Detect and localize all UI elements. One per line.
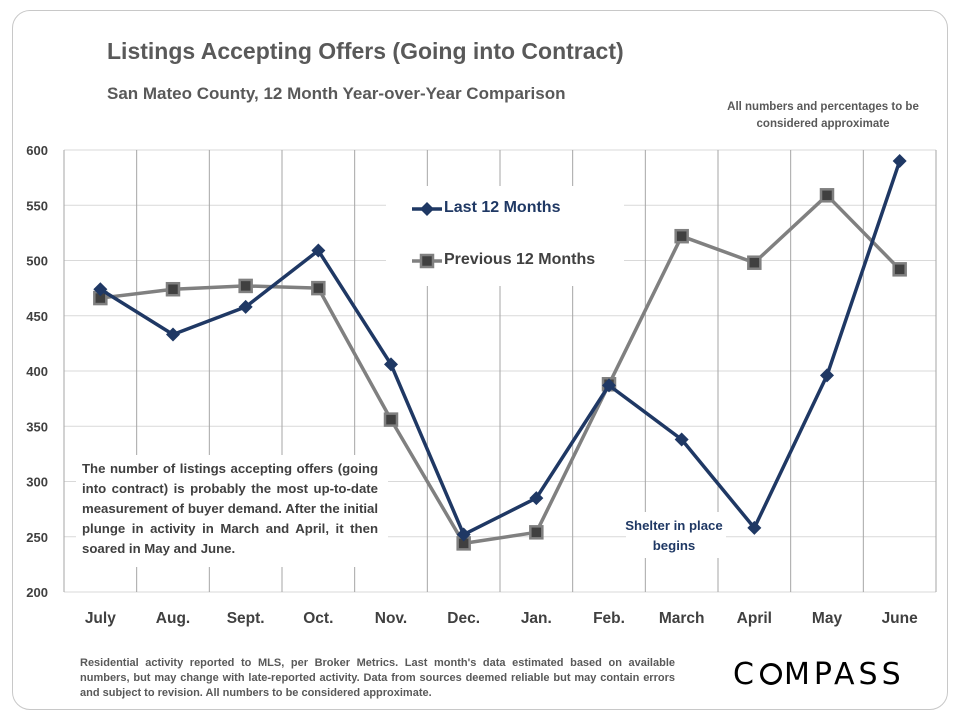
y-tick-label: 550	[26, 198, 48, 213]
y-tick-label: 350	[26, 419, 48, 434]
data-point-previous	[238, 278, 253, 294]
data-point-last	[747, 520, 762, 535]
y-tick-label: 250	[26, 530, 48, 545]
data-point-previous	[383, 412, 399, 427]
data-point-last	[529, 491, 544, 506]
data-point-previous	[674, 228, 689, 244]
legend-label-previous-12: Previous 12 Months	[444, 251, 596, 268]
data-point-last	[93, 282, 108, 297]
annotation-background	[76, 455, 388, 567]
x-tick-label: Oct.	[303, 610, 333, 627]
legend-marker-previous	[419, 253, 435, 269]
data-point-last	[456, 527, 471, 542]
data-point-last	[674, 432, 689, 447]
legend-label-last-12: Last 12 Months	[444, 199, 561, 216]
data-point-last	[384, 357, 398, 372]
data-point-previous	[819, 188, 835, 203]
chart-subtitle: San Mateo County, 12 Month Year-over-Yea…	[107, 84, 566, 103]
x-tick-label: Feb.	[593, 610, 625, 627]
y-tick-label: 300	[26, 475, 48, 490]
data-point-last	[892, 154, 907, 169]
x-tick-label: Sept.	[227, 610, 265, 627]
series-line-last-12	[99, 160, 902, 537]
footer-disclaimer: Residential activity reported to MLS, pe…	[80, 657, 675, 699]
data-point-last	[820, 368, 834, 383]
x-tick-label: May	[812, 610, 843, 627]
y-tick-label: 600	[26, 143, 48, 158]
y-tick-label: 400	[26, 364, 48, 379]
data-point-last	[602, 378, 616, 393]
approximate-note: All numbers and percentages to be consid…	[727, 101, 919, 130]
shelter-in-place-label: Shelter in place begins	[625, 518, 723, 553]
y-tick-label: 200	[26, 585, 48, 600]
data-point-last	[238, 299, 253, 314]
legend-marker-last	[420, 202, 434, 216]
data-point-previous	[892, 262, 907, 277]
x-tick-label: Nov.	[375, 610, 407, 627]
data-point-previous	[747, 255, 762, 270]
x-tick-label: Aug.	[156, 610, 190, 627]
data-point-previous	[311, 280, 326, 296]
y-tick-label: 450	[26, 309, 48, 324]
chart-title: Listings Accepting Offers (Going into Co…	[107, 38, 624, 64]
logo-text-start: C	[733, 657, 758, 692]
series-line-previous-12	[100, 193, 901, 546]
x-tick-label: April	[737, 610, 772, 627]
x-tick-label: Jan.	[521, 610, 552, 627]
data-point-previous	[165, 281, 181, 297]
data-point-previous	[529, 525, 544, 540]
x-tick-label: Dec.	[447, 610, 480, 627]
x-tick-label: July	[85, 610, 116, 627]
logo-circle-icon	[759, 663, 782, 685]
legend-background	[386, 186, 624, 286]
logo-text-end: MPASS	[783, 657, 905, 692]
annotation-text: The number of listings accepting offers …	[82, 461, 378, 556]
data-point-last	[166, 327, 180, 342]
y-tick-label: 500	[26, 254, 48, 269]
shelter-label-background	[626, 512, 726, 558]
data-point-last	[311, 243, 326, 258]
compass-logo: C MPASS	[733, 657, 905, 692]
x-tick-label: March	[659, 610, 705, 627]
slide-frame	[12, 10, 948, 710]
x-tick-label: June	[882, 610, 919, 627]
